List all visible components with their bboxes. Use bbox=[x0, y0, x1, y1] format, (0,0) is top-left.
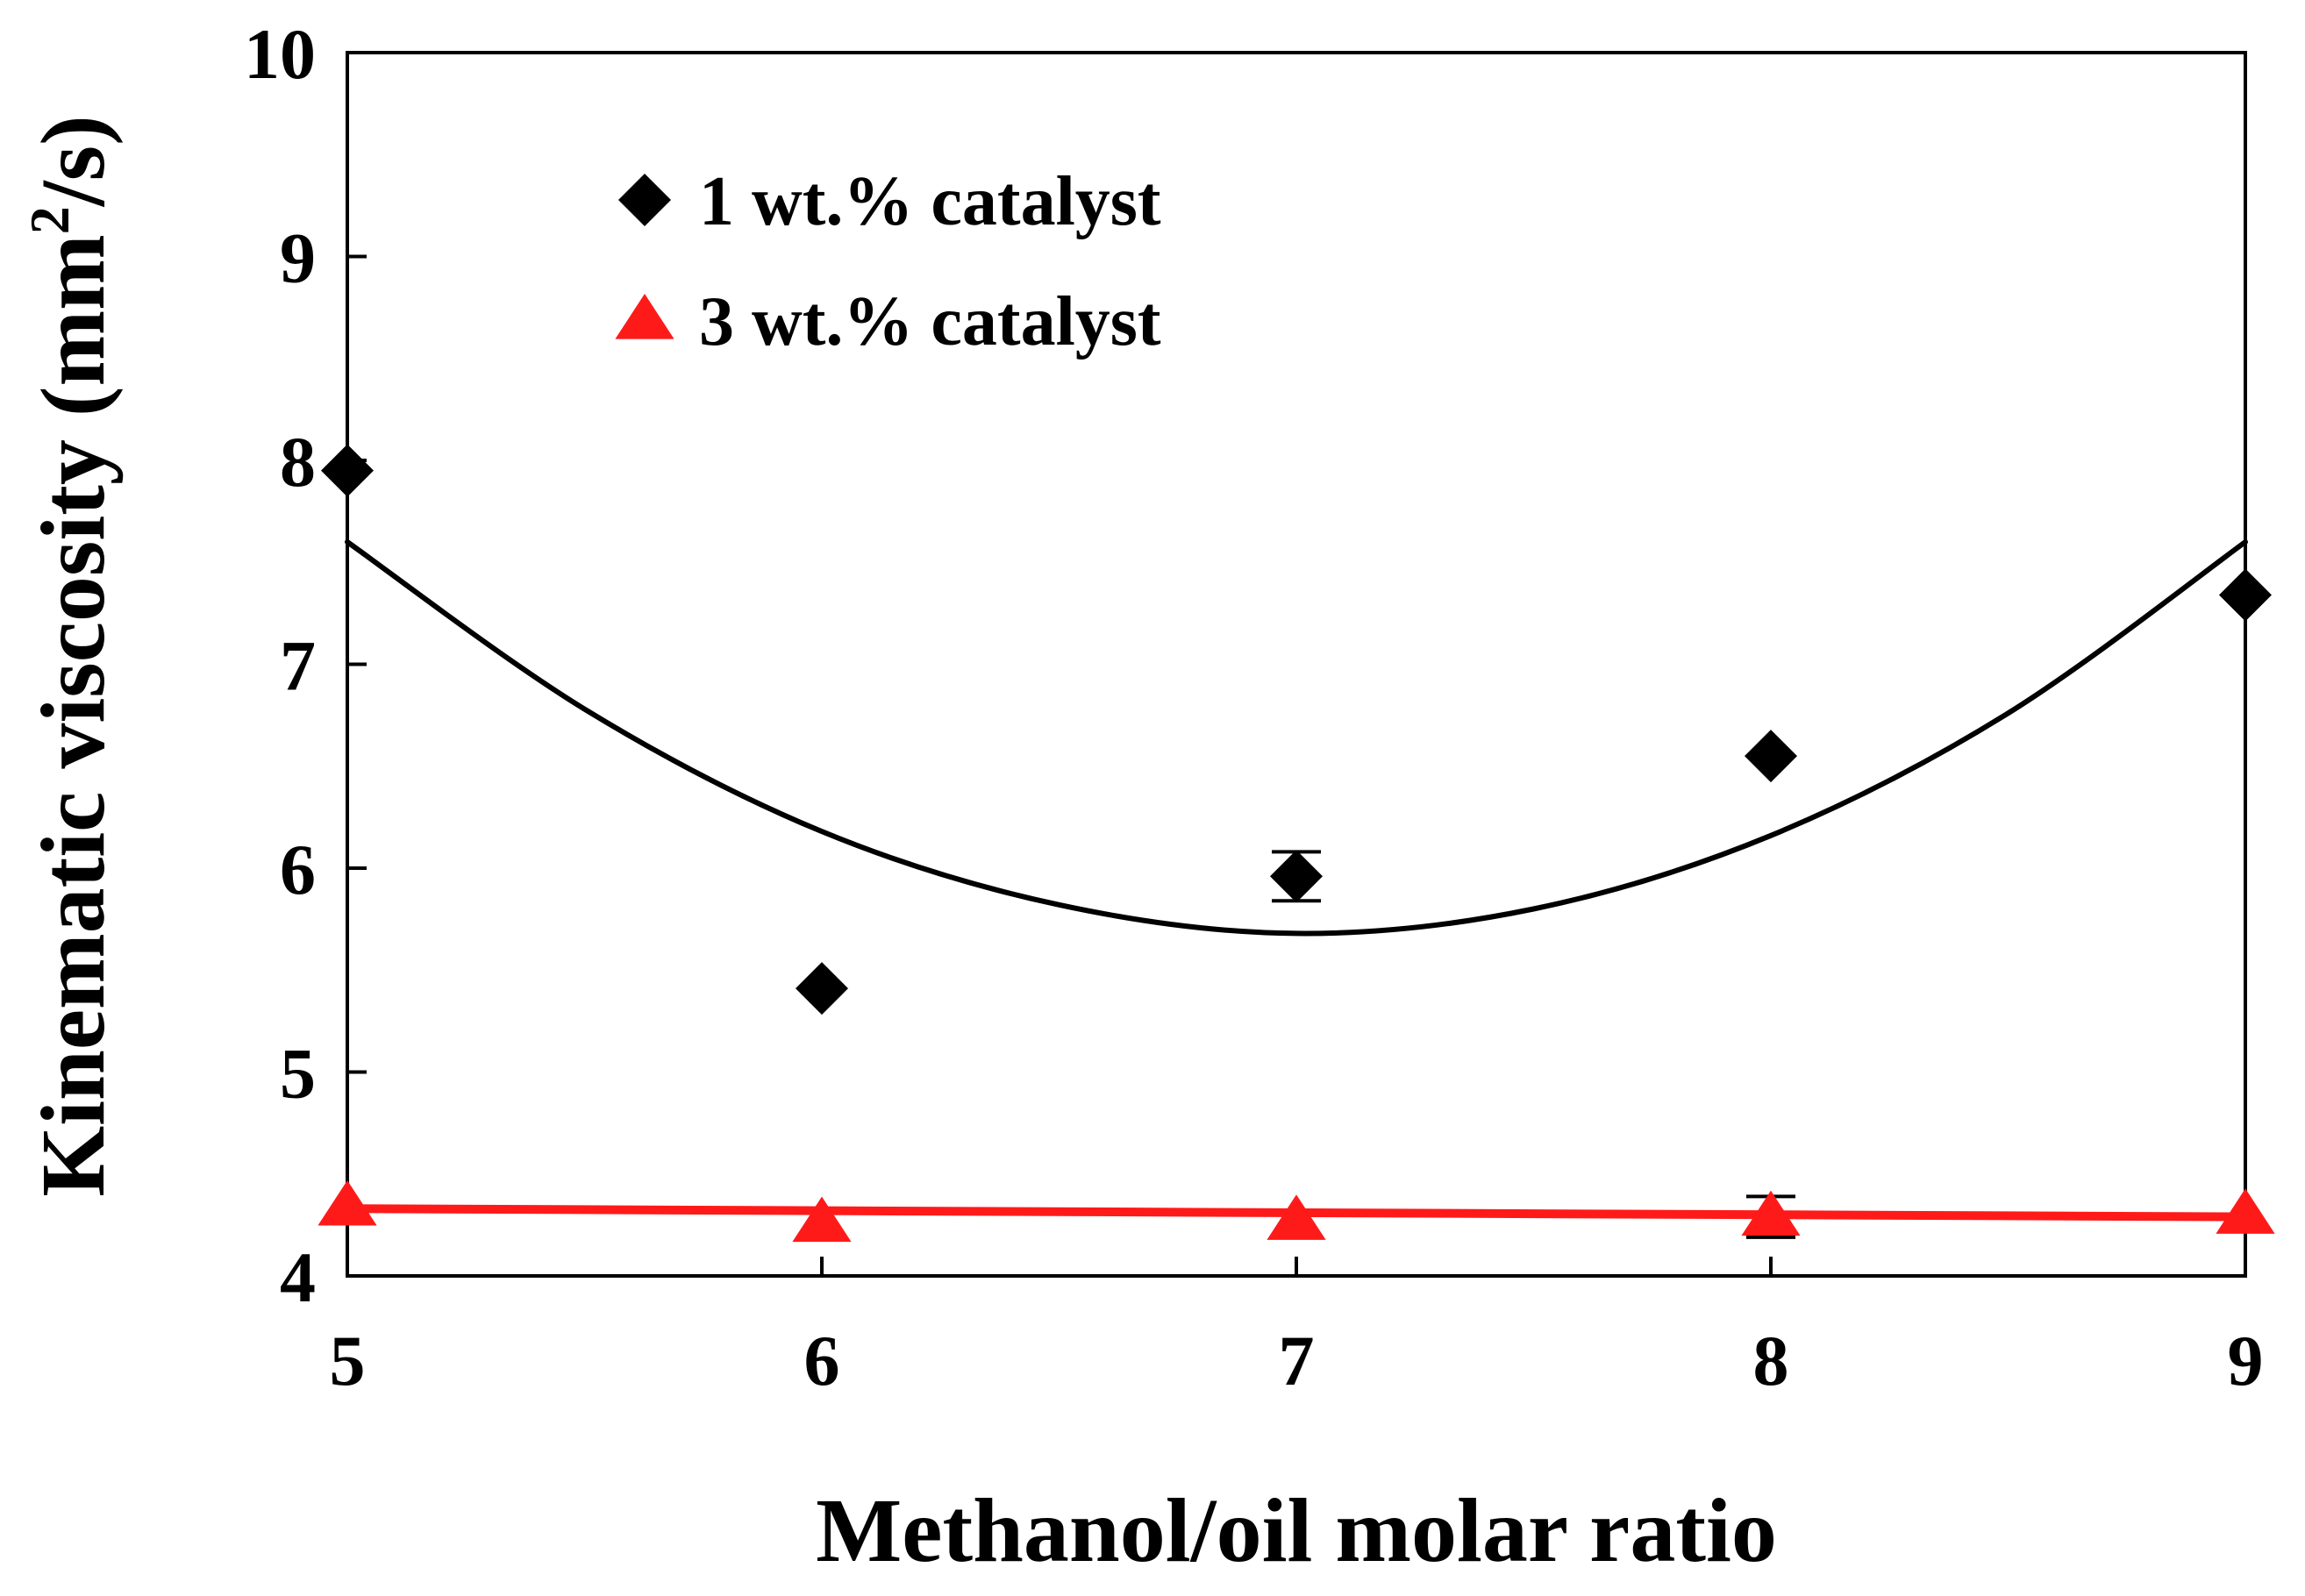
marker-series-1-x5 bbox=[321, 444, 374, 497]
legend-label-series-2: 3 wt.% catalyst bbox=[699, 283, 1161, 360]
y-axis-title-end: /s) bbox=[23, 115, 124, 208]
marker-series-2-x8 bbox=[1741, 1190, 1801, 1236]
y-tick-label-7: 7 bbox=[280, 626, 316, 706]
y-tick-label-10: 10 bbox=[244, 14, 316, 94]
y-axis-title: Kinematic viscosity (mm2/s) bbox=[18, 115, 124, 1197]
marker-series-1-x6 bbox=[796, 962, 848, 1015]
legend-marker-series-2 bbox=[615, 294, 674, 339]
x-tick-label-7: 7 bbox=[1279, 1321, 1315, 1400]
legend-marker-series-1 bbox=[618, 174, 671, 226]
legend: 1 wt.% catalyst 3 wt.% catalyst bbox=[615, 163, 1161, 360]
y-axis-title-superscript: 2 bbox=[18, 206, 81, 234]
y-tick-label-9: 9 bbox=[280, 218, 316, 298]
trend-line-series-1 bbox=[345, 539, 2248, 937]
marker-series-2-x7 bbox=[1267, 1194, 1326, 1240]
marker-series-1-x8 bbox=[1745, 730, 1797, 783]
y-tick-label-5: 5 bbox=[280, 1034, 316, 1114]
plot-frame bbox=[346, 51, 2247, 1278]
x-tick-label-8: 8 bbox=[1753, 1321, 1789, 1400]
marker-series-1-x9 bbox=[2219, 568, 2272, 622]
marker-series-2-x9 bbox=[2216, 1188, 2275, 1234]
y-tick-label-8: 8 bbox=[280, 422, 316, 502]
y-tick-label-4: 4 bbox=[280, 1237, 316, 1317]
data-markers bbox=[318, 444, 2275, 1243]
y-axis-title-main: Kinematic viscosity (mm bbox=[23, 234, 124, 1197]
x-axis-title: Methanol/oil molar ratio bbox=[816, 1480, 1777, 1581]
y-tick-label-6: 6 bbox=[280, 830, 316, 909]
x-tick-label-9: 9 bbox=[2228, 1321, 2264, 1400]
legend-label-series-1: 1 wt.% catalyst bbox=[699, 163, 1161, 240]
marker-series-2-x6 bbox=[792, 1196, 852, 1243]
x-tick-label-6: 6 bbox=[804, 1321, 840, 1400]
x-tick-label-5: 5 bbox=[330, 1321, 366, 1400]
marker-series-2-x5 bbox=[318, 1179, 377, 1226]
marker-series-1-x7 bbox=[1270, 850, 1323, 903]
